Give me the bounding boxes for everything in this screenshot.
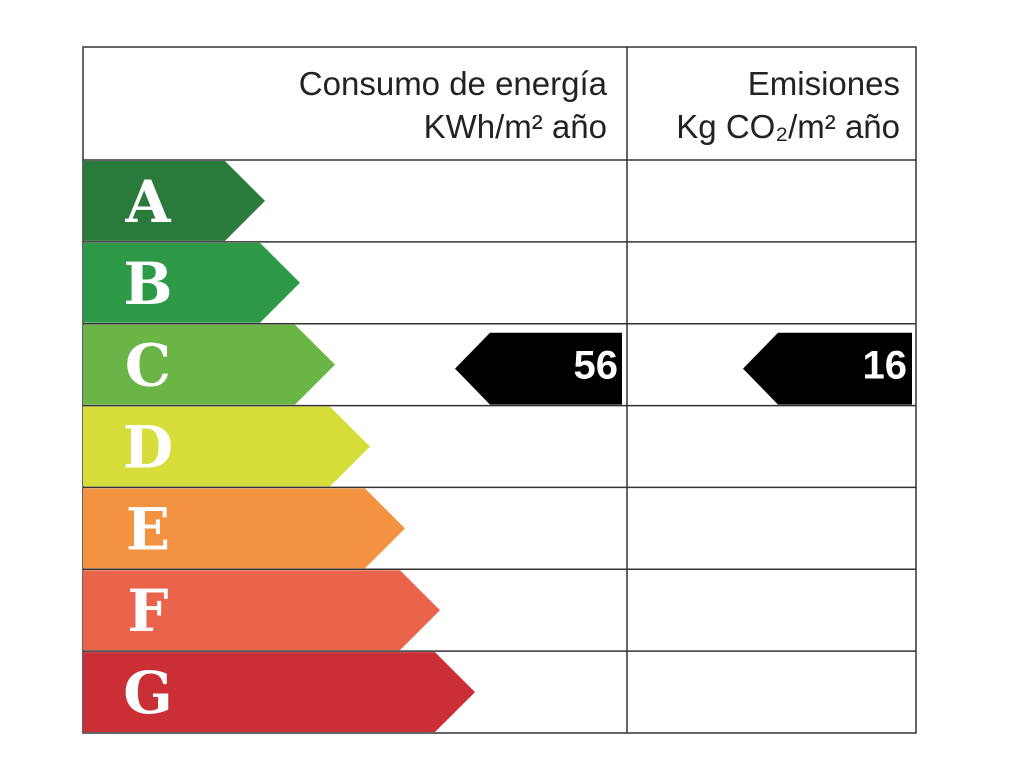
- rating-arrow: [83, 406, 370, 487]
- rating-letter: G: [123, 659, 173, 727]
- rating-letter: E: [126, 495, 170, 563]
- rating-letter: C: [125, 332, 171, 400]
- rating-arrow: [83, 652, 475, 732]
- rating-letter: D: [123, 414, 173, 482]
- energy-value: 56: [574, 344, 619, 388]
- emissions-value: 16: [863, 344, 908, 388]
- energy-unit: KWh/m² año: [424, 108, 607, 145]
- rating-letter: F: [127, 577, 168, 645]
- rating-arrow: [83, 488, 405, 569]
- rating-arrow: [83, 242, 300, 323]
- rating-arrow: [83, 570, 440, 651]
- emissions-unit: Kg CO₂/m² año: [676, 108, 900, 145]
- emissions-title: Emisiones: [748, 65, 900, 102]
- rating-arrow: [83, 161, 265, 241]
- rating-letter: B: [123, 250, 172, 318]
- rating-letter: A: [124, 168, 171, 236]
- emissions-pointer: [743, 332, 912, 405]
- rating-arrow: [83, 324, 335, 405]
- energy-title: Consumo de energía: [299, 65, 608, 102]
- energy-pointer: [455, 332, 622, 405]
